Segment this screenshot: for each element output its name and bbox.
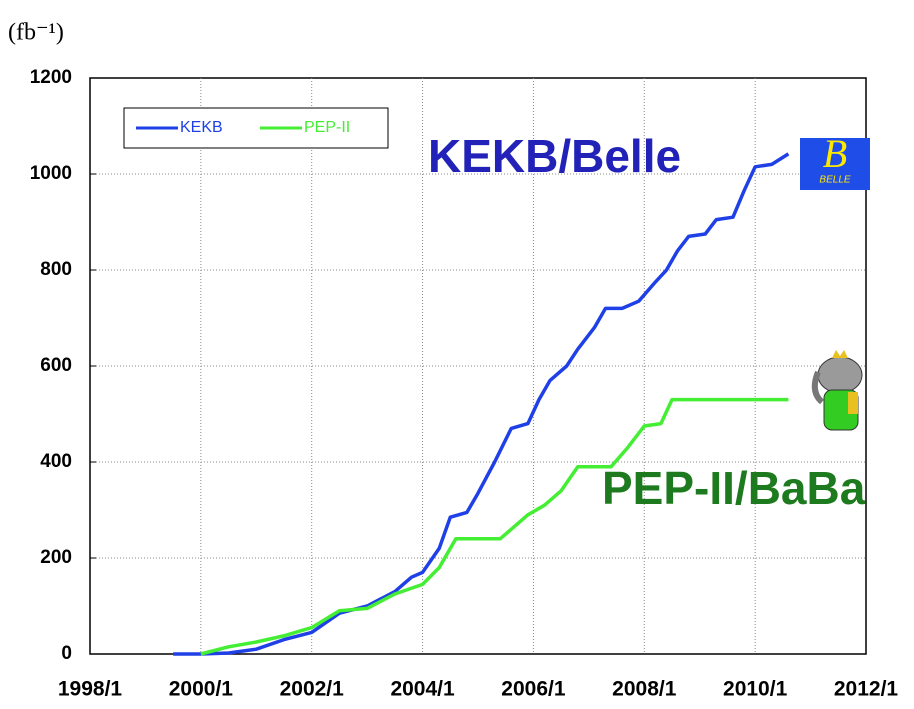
series-line [201, 400, 789, 654]
y-tick-label: 400 [40, 451, 72, 472]
y-tick-label: 800 [40, 259, 72, 280]
x-tick-label: 1998/1 [58, 678, 123, 701]
legend-label: PEP-II [304, 119, 350, 136]
legend-label: KEKB [180, 119, 223, 136]
y-tick-label: 200 [40, 547, 72, 568]
elephant-logo [815, 350, 862, 430]
x-tick-label: 2002/1 [280, 678, 345, 701]
annotation: KEKB/Belle [428, 130, 681, 182]
annotation: PEP-II/BaBa [602, 462, 866, 514]
x-tick-label: 2004/1 [390, 678, 455, 701]
logo-text: BELLE [819, 175, 850, 186]
x-tick-label: 2008/1 [612, 678, 677, 701]
x-tick-label: 2010/1 [723, 678, 788, 701]
lines [173, 154, 788, 654]
y-tick-label: 1000 [30, 163, 72, 184]
y-tick-label: 600 [40, 355, 72, 376]
y-tick-label: 1200 [30, 67, 72, 88]
logo-glyph: B [823, 131, 847, 176]
x-tick-label: 2012/1 [834, 678, 899, 701]
unit-label: (fb⁻¹) [8, 20, 64, 46]
y-tick-label: 0 [61, 643, 72, 664]
chart: (fb⁻¹) 0 200 400 600 800 1000 1200 1998/1 2000/1… [0, 0, 914, 709]
x-tick-label: 2000/1 [169, 678, 234, 701]
series-line [173, 154, 788, 654]
x-tick-label: 2006/1 [501, 678, 566, 701]
